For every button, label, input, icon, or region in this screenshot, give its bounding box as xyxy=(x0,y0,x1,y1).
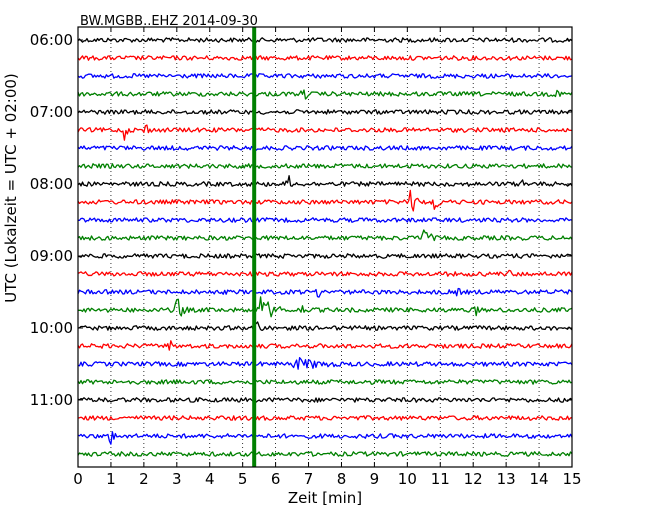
trace-0615 xyxy=(77,55,573,61)
y-axis-ticks: 06:00 07:00 08:00 09:00 10:00 11:00 xyxy=(30,31,572,409)
trace-1145 xyxy=(77,451,573,457)
x-axis-ticks: 0 1 2 3 4 5 6 7 8 9 10 11 12 13 14 15 xyxy=(73,27,582,488)
trace-1030 xyxy=(77,357,573,370)
trace-1015 xyxy=(77,340,573,351)
trace-0600 xyxy=(77,37,573,43)
trace-0745 xyxy=(77,163,573,169)
trace-1115 xyxy=(77,415,573,421)
x-tick-label: 4 xyxy=(205,470,215,488)
trace-0700 xyxy=(77,109,573,115)
x-tick-label: 6 xyxy=(271,470,281,488)
x-tick-label: 10 xyxy=(398,470,417,488)
y-tick-label: 09:00 xyxy=(30,247,73,265)
x-axis-label: Zeit [min] xyxy=(288,489,362,507)
trace-0915 xyxy=(77,269,573,277)
seismic-traces xyxy=(77,37,573,457)
grid-lines xyxy=(110,27,540,467)
trace-0930 xyxy=(77,287,573,298)
trace-0645 xyxy=(77,89,573,100)
y-tick-label: 07:00 xyxy=(30,103,73,121)
x-tick-label: 7 xyxy=(304,470,314,488)
trace-0800 xyxy=(77,175,573,187)
trace-0845 xyxy=(77,229,573,242)
plot-border xyxy=(77,26,573,468)
trace-0945 xyxy=(78,296,573,318)
y-tick-label: 10:00 xyxy=(30,319,73,337)
trace-1100 xyxy=(77,397,573,403)
plot-area xyxy=(78,27,572,467)
trace-0815 xyxy=(77,189,573,212)
chart-title: BW.MGBB..EHZ 2014-09-30 xyxy=(80,14,258,29)
x-tick-label: 0 xyxy=(73,470,83,488)
x-tick-label: 14 xyxy=(530,470,549,488)
trace-0830 xyxy=(77,217,573,223)
x-tick-label: 13 xyxy=(497,470,516,488)
x-tick-label: 15 xyxy=(562,470,581,488)
x-tick-label: 12 xyxy=(464,470,483,488)
trace-1045 xyxy=(77,379,573,385)
x-tick-label: 8 xyxy=(337,470,347,488)
y-tick-label: 11:00 xyxy=(30,391,73,409)
trace-1130 xyxy=(77,431,573,445)
trace-0730 xyxy=(77,145,573,151)
y-tick-label: 08:00 xyxy=(30,175,73,193)
y-tick-label: 06:00 xyxy=(30,31,73,49)
trace-1000 xyxy=(77,321,573,332)
y-axis-label: UTC (Lokalzeit = UTC + 02:00) xyxy=(2,73,20,303)
trace-0630 xyxy=(77,73,573,79)
trace-0900 xyxy=(77,253,573,259)
x-tick-label: 3 xyxy=(172,470,182,488)
x-tick-label: 2 xyxy=(139,470,149,488)
x-tick-label: 5 xyxy=(238,470,248,488)
trace-0715 xyxy=(77,124,573,141)
x-tick-label: 11 xyxy=(431,470,450,488)
x-tick-label: 9 xyxy=(370,470,380,488)
x-tick-label: 1 xyxy=(106,470,116,488)
